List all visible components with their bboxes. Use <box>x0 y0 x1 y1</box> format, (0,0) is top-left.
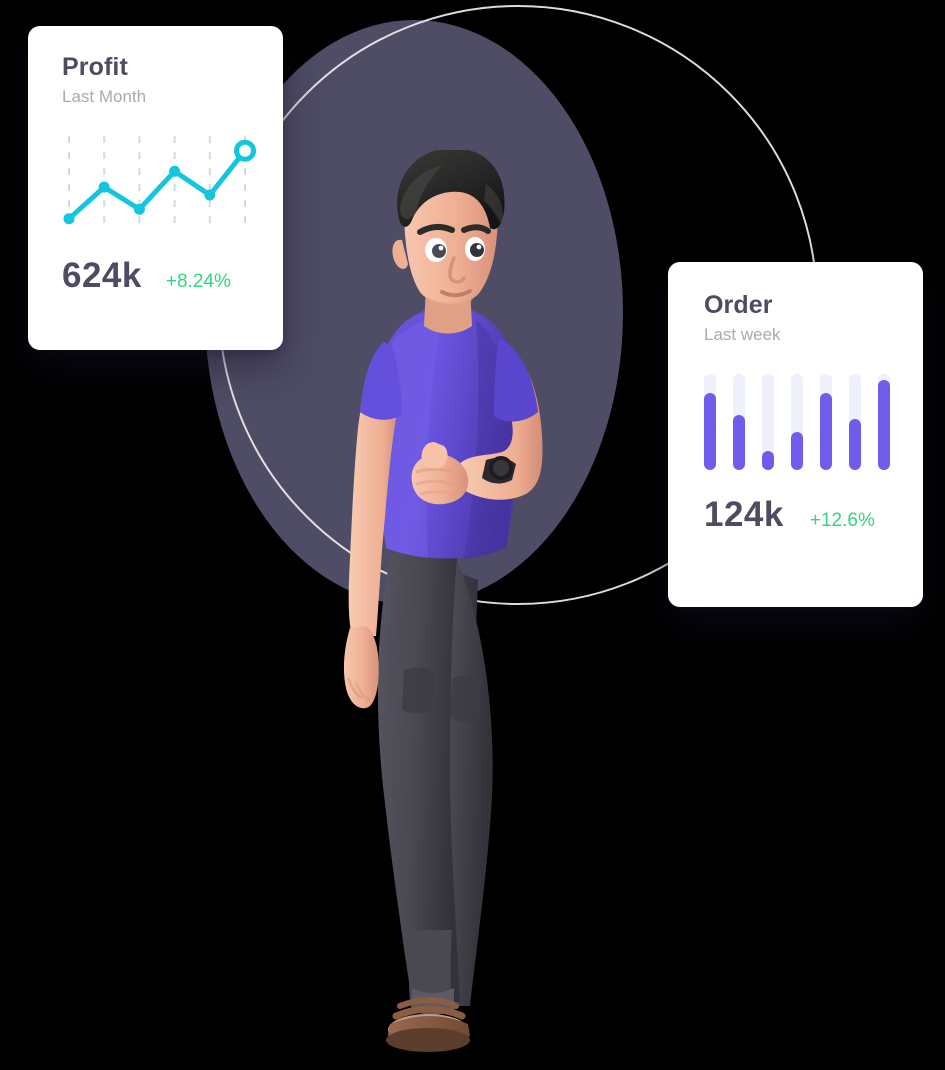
profit-card-footer: 624k +8.24% <box>28 236 283 293</box>
bar-slot <box>820 374 832 471</box>
character-illustration <box>300 150 660 1070</box>
order-card-title: Order <box>704 291 773 319</box>
bar-slot <box>733 374 745 471</box>
order-delta: +12.6% <box>809 510 875 532</box>
order-bar-chart <box>704 374 890 471</box>
bar-fill <box>704 393 716 471</box>
bar-fill <box>791 431 803 471</box>
profit-stat-card[interactable]: Profit Last Month 624k +8.24% <box>28 26 283 350</box>
profit-last-point <box>234 139 256 162</box>
profit-delta: +8.24% <box>165 271 231 293</box>
order-card-subtitle: Last week <box>704 324 781 344</box>
bar-fill <box>878 379 890 471</box>
profit-card-subtitle: Last Month <box>62 86 147 106</box>
bar-fill <box>762 451 774 471</box>
bar-track <box>762 374 774 471</box>
bar-slot <box>704 374 716 471</box>
profit-line-chart <box>62 132 258 236</box>
order-stat-card[interactable]: Order Last week 124k +12.6% <box>668 262 923 607</box>
bar-slot <box>878 374 890 471</box>
order-value: 124k <box>704 495 784 535</box>
profit-value: 624k <box>62 256 142 296</box>
bar-fill <box>733 414 745 471</box>
profit-data-points <box>63 165 216 225</box>
bar-slot <box>791 374 803 471</box>
bar-fill <box>849 419 861 471</box>
order-card-footer: 124k +12.6% <box>668 470 923 532</box>
bar-slot <box>762 374 774 471</box>
profit-card-title: Profit <box>62 53 128 81</box>
bar-slot <box>849 374 861 471</box>
bar-fill <box>820 393 832 471</box>
profit-trend-line <box>66 148 248 222</box>
